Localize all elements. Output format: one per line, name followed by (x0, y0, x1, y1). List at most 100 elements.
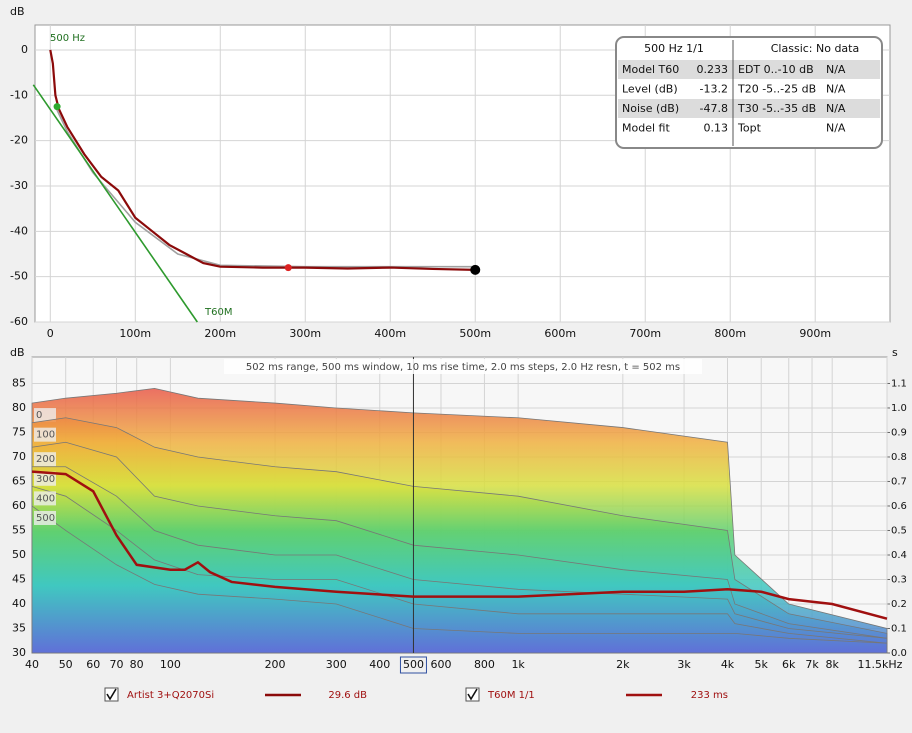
decay-line (49, 49, 476, 271)
x-tick-label: 400 (369, 658, 390, 671)
y-tick-label: 30 (12, 646, 26, 659)
y2-tick-label: 0.3 (891, 574, 907, 585)
x-tick-label: 8k (826, 658, 840, 671)
y-tick-label: -60 (10, 315, 28, 328)
x-tick-label: 80 (130, 658, 144, 671)
info-row-shade (618, 60, 880, 79)
t60-line (31, 470, 888, 620)
slice-label-bg (34, 510, 56, 525)
info-value: N/A (826, 83, 846, 96)
info-row-shade (618, 99, 880, 118)
y-tick-label: 60 (12, 499, 26, 512)
info-label: T20 -5..-25 dB (737, 83, 816, 96)
legend-label: T60M 1/1 (487, 690, 535, 701)
info-label: Model T60 (622, 63, 679, 76)
info-value: -47.8 (700, 102, 728, 115)
info-header: Classic: No data (771, 42, 859, 55)
y2-tick-label: 0.4 (891, 550, 907, 561)
info-label: EDT 0..-10 dB (738, 63, 814, 76)
info-value: N/A (826, 102, 846, 115)
y-tick-label: 40 (12, 597, 26, 610)
info-label: Model fit (622, 122, 670, 135)
info-value: 0.233 (697, 63, 729, 76)
annotation: T60M (204, 307, 232, 318)
slice-time-label: 200 (36, 454, 55, 465)
y-tick-label: 45 (12, 572, 26, 585)
slice-time-label: 400 (36, 493, 55, 504)
info-label: Topt (737, 122, 762, 135)
legend-readout: 233 ms (691, 690, 728, 701)
info-label: Noise (dB) (622, 102, 679, 115)
slice-time-label: 0 (36, 410, 42, 421)
waterfall-chart: dB s 30 35 40 45 50 55 60 65 70 75 80 85 0.0 0.1 0.2 0.3 0… (10, 346, 907, 674)
slice-label-bg (34, 427, 56, 442)
info-value: N/A (826, 122, 846, 135)
x-tick-label: 11.5kHz (858, 658, 903, 671)
slice-time-label: 100 (36, 430, 55, 441)
x-tick-label: 2k (616, 658, 630, 671)
y2-tick-label: 0.9 (891, 427, 907, 438)
y2-tick-label: 0.6 (891, 501, 907, 512)
y-tick-label: -20 (10, 134, 28, 147)
x-tick-label: 200 (265, 658, 286, 671)
marker (284, 264, 292, 272)
slice-time-label: 500 (36, 513, 55, 524)
y2-tick-label: 1.1 (891, 378, 907, 389)
x-tick-label: 40 (25, 658, 39, 671)
legend-readout: 29.6 dB (328, 690, 367, 701)
x-tick-label: 4k (721, 658, 735, 671)
cursor-box (399, 656, 427, 674)
y-tick-label: 80 (12, 401, 26, 414)
y-axis-label: dB (10, 346, 25, 359)
x-tick-label: 6k (782, 658, 796, 671)
y-tick-label: 65 (12, 474, 26, 487)
marker (470, 264, 481, 275)
slice-time-label: 300 (36, 474, 55, 485)
x-tick-label: 300 (326, 658, 347, 671)
y-tick-label: 75 (12, 425, 26, 438)
y-tick-label: 0 (21, 43, 28, 56)
legend-check (467, 688, 478, 701)
y2-tick-label: 1.0 (891, 403, 907, 414)
y-tick-label: -30 (10, 179, 28, 192)
legend-check (106, 688, 117, 701)
slice-label-bg (34, 491, 56, 506)
info-box: 500 Hz 1/1 Classic: No data Model T60 0.233… (615, 36, 883, 149)
x-tick-label: 600m (544, 327, 576, 340)
slice-label-bg (34, 408, 56, 423)
decay-line (32, 84, 198, 323)
x-tick-label: 900m (799, 327, 831, 340)
x-tick-label: 0 (47, 327, 54, 340)
annotation: 500 Hz (50, 33, 85, 44)
x-tick-label: 60 (86, 658, 100, 671)
x-tick-label: 300m (289, 327, 321, 340)
y-tick-label: 55 (12, 523, 26, 536)
marker (53, 103, 61, 111)
y-tick-label: 70 (12, 450, 26, 463)
subtitle: 502 ms range, 500 ms window, 10 ms rise … (246, 362, 680, 373)
x-tick-label: 200m (204, 327, 236, 340)
legend: Artist 3+Q2070Si 29.6 dB T60M 1/1 233 ms (104, 687, 728, 702)
info-value: -13.2 (700, 83, 728, 96)
y2-axis-label: s (892, 346, 898, 359)
x-tick-label: 100m (119, 327, 151, 340)
y-tick-label: -50 (10, 270, 28, 283)
y2-tick-label: 0.8 (891, 452, 907, 463)
x-tick-label: 7k (805, 658, 819, 671)
y-tick-label: -40 (10, 224, 28, 237)
y2-tick-label: 0.0 (891, 648, 907, 659)
x-tick-label: 50 (59, 658, 73, 671)
x-tick-label: 500m (459, 327, 491, 340)
x-tick-label: 100 (160, 658, 181, 671)
y2-tick-label: 0.5 (891, 525, 907, 536)
x-tick-label: 800 (474, 658, 495, 671)
info-label: Level (dB) (622, 83, 678, 96)
x-tick-label: 400m (374, 327, 406, 340)
y2-tick-label: 0.7 (891, 476, 907, 487)
x-tick-label: 3k (677, 658, 691, 671)
slice-label-bg (34, 471, 56, 486)
info-value: 0.13 (704, 122, 729, 135)
y-tick-label: -10 (10, 88, 28, 101)
x-tick-label: 70 (110, 658, 124, 671)
